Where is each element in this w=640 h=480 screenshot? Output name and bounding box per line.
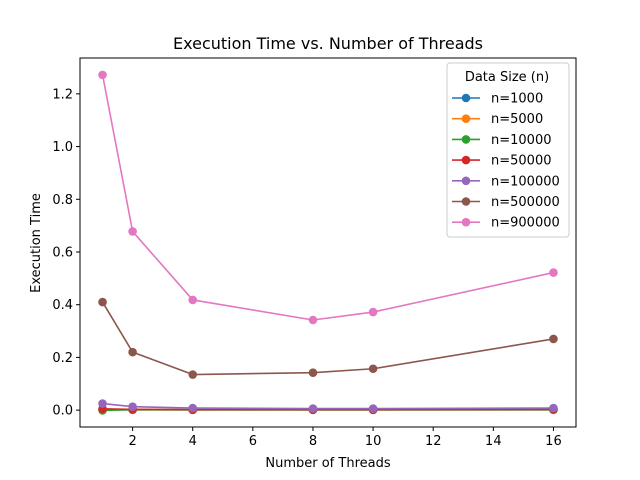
legend-marker xyxy=(461,155,471,165)
legend-item: n=50000 xyxy=(452,154,552,169)
y-tick-label: 0.0 xyxy=(52,404,73,419)
legend-item: n=900000 xyxy=(452,216,560,231)
data-point xyxy=(368,364,378,374)
legend-title: Data Size (n) xyxy=(465,70,549,85)
series-n=900000 xyxy=(98,70,558,325)
legend-item: n=5000 xyxy=(452,112,543,127)
legend-label: n=500000 xyxy=(491,195,560,210)
data-point xyxy=(128,227,137,236)
legend-label: n=100000 xyxy=(491,174,560,189)
y-axis-ticks: 0.0 0.2 0.4 0.6 0.8 1.0 1.2 xyxy=(52,87,80,419)
y-tick-label: 0.6 xyxy=(52,245,73,260)
data-point xyxy=(98,399,107,408)
x-axis-ticks: 2 4 6 8 10 12 14 16 xyxy=(128,427,562,449)
series-line xyxy=(102,408,554,411)
legend-item: n=10000 xyxy=(452,133,552,148)
data-point xyxy=(368,404,378,413)
data-point xyxy=(549,334,558,344)
x-tick-label: 16 xyxy=(545,434,562,449)
x-axis-label: Number of Threads xyxy=(265,456,390,471)
series-group xyxy=(98,70,558,415)
x-tick-label: 4 xyxy=(189,434,197,449)
series-n=500000 xyxy=(98,297,558,379)
legend: Data Size (n) n=1000 n=5000 n=10000 n=50000… xyxy=(446,62,570,238)
data-point xyxy=(368,307,378,317)
data-point xyxy=(98,297,107,307)
data-point xyxy=(98,70,107,80)
legend-item: n=500000 xyxy=(452,195,560,210)
data-point xyxy=(188,403,198,413)
series-n=100000 xyxy=(98,399,558,413)
x-tick-label: 14 xyxy=(485,434,502,449)
legend-item: n=100000 xyxy=(452,174,560,189)
legend-marker xyxy=(461,197,471,206)
legend-label: n=900000 xyxy=(491,216,560,231)
x-tick-label: 8 xyxy=(309,434,317,449)
x-tick-label: 12 xyxy=(425,434,442,449)
legend-label: n=50000 xyxy=(491,154,552,169)
legend-item: n=1000 xyxy=(452,92,543,107)
legend-label: n=10000 xyxy=(491,133,552,148)
data-point xyxy=(308,315,318,325)
y-tick-label: 0.8 xyxy=(52,193,73,208)
data-point xyxy=(188,370,198,379)
chart-title: Execution Time vs. Number of Threads xyxy=(173,34,483,53)
data-point xyxy=(308,404,318,413)
x-tick-label: 6 xyxy=(249,434,257,449)
data-point xyxy=(549,403,558,413)
legend-label: n=5000 xyxy=(491,112,543,127)
data-point xyxy=(308,368,318,378)
legend-marker xyxy=(461,176,471,186)
data-point xyxy=(188,295,198,305)
series-line xyxy=(101,301,554,376)
data-point xyxy=(549,268,558,277)
x-tick-label: 2 xyxy=(128,434,136,449)
y-tick-label: 1.0 xyxy=(52,140,73,155)
y-axis-label: Execution Time xyxy=(29,193,44,293)
y-tick-label: 0.2 xyxy=(52,351,73,366)
legend-label: n=1000 xyxy=(491,92,543,107)
data-point xyxy=(128,347,137,357)
series-line xyxy=(102,402,554,410)
series-line xyxy=(101,74,554,321)
legend-marker xyxy=(461,93,471,103)
legend-box xyxy=(446,62,570,238)
y-tick-label: 1.2 xyxy=(52,87,73,102)
legend-marker xyxy=(461,217,471,227)
legend-marker xyxy=(461,114,471,123)
data-point xyxy=(128,402,137,412)
legend-marker xyxy=(461,135,471,144)
x-tick-label: 10 xyxy=(365,434,382,449)
y-tick-label: 0.4 xyxy=(52,298,73,313)
